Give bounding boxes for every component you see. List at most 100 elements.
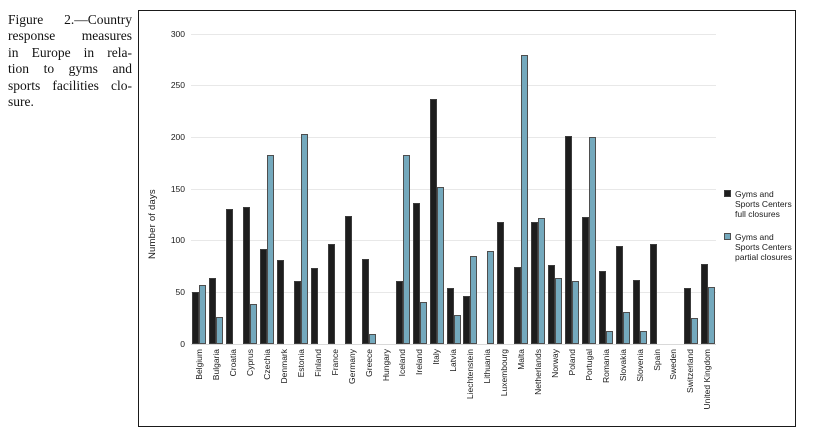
bar-partial-closures-italy bbox=[436, 186, 444, 344]
x-cell: Latvia bbox=[445, 349, 462, 425]
x-axis-label-portugal: Portugal bbox=[583, 349, 594, 381]
bar-group-latvia bbox=[445, 34, 462, 344]
bar-partial-closures-estonia bbox=[301, 134, 309, 344]
bar-full-closures-spain bbox=[649, 243, 657, 344]
bar-partial-closures-netherlands bbox=[538, 217, 546, 344]
x-axis-label-poland: Poland bbox=[566, 349, 577, 376]
x-axis-label-ireland: Ireland bbox=[414, 349, 425, 375]
bar-partial-closures-bulgaria bbox=[216, 317, 224, 344]
bar-partial-closures-united-kingdom bbox=[707, 287, 715, 344]
x-cell: Hungary bbox=[377, 349, 394, 425]
bar-full-closures-norway bbox=[548, 265, 556, 344]
bar-group-cyprus bbox=[242, 34, 259, 344]
x-cell: Germany bbox=[343, 349, 360, 425]
x-axis-labels: Belgium Bulgaria Croatia Cyprus Czechia Denma… bbox=[191, 349, 716, 425]
x-cell: Italy bbox=[428, 349, 445, 425]
legend-item-partial-closures: Gyms and Sports Centers partial closures bbox=[724, 232, 796, 262]
bar-partial-closures-greece bbox=[368, 333, 376, 344]
caption-line: response measures bbox=[8, 28, 132, 44]
x-cell: France bbox=[327, 349, 344, 425]
bar-full-closures-malta bbox=[514, 266, 522, 344]
gridline-300 bbox=[191, 33, 716, 35]
x-cell: Finland bbox=[310, 349, 327, 425]
bars-row bbox=[191, 34, 716, 344]
bar-full-closures-portugal bbox=[582, 216, 590, 344]
x-axis-label-greece: Greece bbox=[363, 349, 374, 377]
bar-group-portugal bbox=[581, 34, 598, 344]
caption-line: in Europe in rela- bbox=[8, 44, 132, 60]
legend-swatch-partial-icon bbox=[724, 233, 731, 241]
x-axis-label-lithuania: Lithuania bbox=[482, 349, 493, 384]
bar-partial-closures-romania bbox=[605, 330, 613, 344]
x-axis-label-iceland: Iceland bbox=[397, 349, 408, 377]
x-axis-label-italy: Italy bbox=[431, 349, 442, 365]
bar-group-estonia bbox=[293, 34, 310, 344]
x-cell: Estonia bbox=[293, 349, 310, 425]
bar-full-closures-denmark bbox=[277, 260, 285, 344]
x-cell: Luxembourg bbox=[496, 349, 513, 425]
bar-group-liechtenstein bbox=[462, 34, 479, 344]
x-axis-label-slovenia: Slovenia bbox=[634, 349, 645, 382]
legend-label-full-closures: Gyms and Sports Centers full closures bbox=[735, 189, 792, 220]
bar-group-slovakia bbox=[614, 34, 631, 344]
bar-full-closures-iceland bbox=[395, 280, 403, 344]
bar-full-closures-bulgaria bbox=[209, 277, 217, 344]
x-axis-label-romania: Romania bbox=[600, 349, 611, 384]
bar-partial-closures-lithuania bbox=[487, 251, 495, 344]
x-cell: Denmark bbox=[276, 349, 293, 425]
bar-group-ireland bbox=[411, 34, 428, 344]
bar-full-closures-romania bbox=[598, 270, 606, 344]
gridline-200 bbox=[191, 136, 716, 138]
bar-group-lithuania bbox=[479, 34, 496, 344]
x-cell: Bulgaria bbox=[208, 349, 225, 425]
bar-partial-closures-iceland bbox=[402, 154, 410, 344]
x-cell: Poland bbox=[564, 349, 581, 425]
x-axis-label-latvia: Latvia bbox=[448, 349, 459, 372]
bar-group-spain bbox=[648, 34, 665, 344]
x-axis-label-finland: Finland bbox=[312, 349, 323, 377]
bar-group-hungary bbox=[377, 34, 394, 344]
gridline-150 bbox=[191, 188, 716, 190]
bar-group-switzerland bbox=[682, 34, 699, 344]
bar-group-sweden bbox=[665, 34, 682, 344]
x-axis-label-croatia: Croatia bbox=[228, 349, 239, 377]
gridline-0 bbox=[191, 343, 716, 345]
x-cell: Croatia bbox=[225, 349, 242, 425]
bar-group-finland bbox=[310, 34, 327, 344]
bar-group-luxembourg bbox=[496, 34, 513, 344]
bar-partial-closures-portugal bbox=[589, 137, 597, 344]
bar-group-united-kingdom bbox=[699, 34, 716, 344]
x-cell: Greece bbox=[360, 349, 377, 425]
bar-full-closures-ireland bbox=[412, 203, 420, 344]
x-cell: Malta bbox=[513, 349, 530, 425]
x-cell: Netherlands bbox=[530, 349, 547, 425]
bar-full-closures-italy bbox=[429, 99, 437, 344]
bar-group-malta bbox=[513, 34, 530, 344]
bar-full-closures-france bbox=[327, 243, 335, 344]
y-axis-ticks: 0 50 100 150 200 250 300 bbox=[139, 29, 185, 347]
y-tick-label-100: 100 bbox=[170, 235, 185, 246]
bar-group-czechia bbox=[259, 34, 276, 344]
bar-partial-closures-liechtenstein bbox=[470, 256, 478, 344]
x-axis-label-luxembourg: Luxembourg bbox=[499, 349, 510, 397]
x-axis-label-sweden: Sweden bbox=[668, 349, 679, 380]
x-cell: Cyprus bbox=[242, 349, 259, 425]
legend: Gyms and Sports Centers full closures Gym… bbox=[724, 189, 796, 275]
bar-group-germany bbox=[343, 34, 360, 344]
x-axis-label-denmark: Denmark bbox=[278, 349, 289, 384]
caption-line: Figure 2.—Country bbox=[8, 12, 132, 27]
y-tick-label-150: 150 bbox=[170, 183, 185, 194]
x-axis-label-switzerland: Switzerland bbox=[685, 349, 696, 393]
x-axis-label-slovakia: Slovakia bbox=[617, 349, 628, 382]
bar-group-poland bbox=[564, 34, 581, 344]
bar-full-closures-cyprus bbox=[243, 206, 251, 344]
x-cell: Spain bbox=[648, 349, 665, 425]
bar-full-closures-greece bbox=[361, 259, 369, 344]
bar-partial-closures-norway bbox=[555, 277, 563, 344]
bar-group-iceland bbox=[394, 34, 411, 344]
legend-label-partial-closures: Gyms and Sports Centers partial closures bbox=[735, 232, 793, 263]
x-axis-label-cyprus: Cyprus bbox=[245, 349, 256, 376]
chart-frame: Number of days 0 50 100 150 200 250 300 Belgiu… bbox=[138, 10, 796, 427]
bar-full-closures-estonia bbox=[294, 280, 302, 344]
